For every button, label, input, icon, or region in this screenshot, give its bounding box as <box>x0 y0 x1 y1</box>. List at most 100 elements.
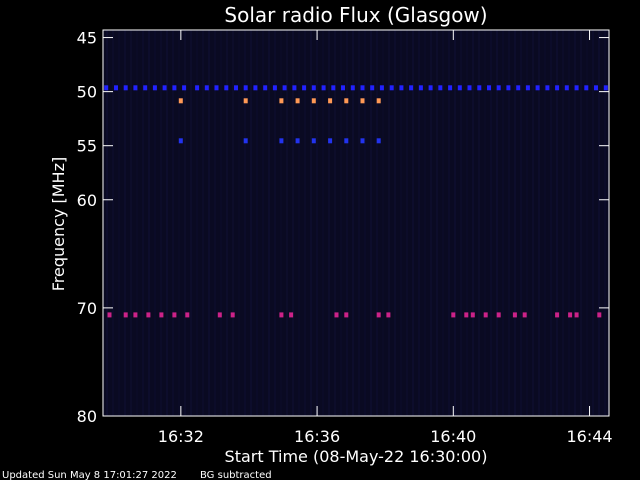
background-note: BG subtracted <box>200 470 272 480</box>
emission-mark <box>545 85 550 91</box>
emission-mark <box>574 85 579 91</box>
emission-mark <box>243 138 248 144</box>
emission-mark <box>512 312 517 318</box>
x-axis-label: Start Time (08-May-22 16:30:00) <box>225 447 488 466</box>
emission-mark <box>279 98 284 104</box>
emission-mark <box>331 85 336 91</box>
emission-mark <box>182 85 187 91</box>
emission-mark <box>321 85 326 91</box>
noise-streak <box>130 30 132 416</box>
noise-streak <box>160 30 162 416</box>
noise-streak <box>154 30 156 416</box>
emission-mark <box>564 85 569 91</box>
noise-streak <box>196 30 198 416</box>
emission-mark <box>360 85 365 91</box>
noise-streak <box>418 30 420 416</box>
emission-mark <box>525 85 530 91</box>
emission-mark <box>470 312 475 318</box>
emission-mark <box>107 312 112 318</box>
emission-mark <box>311 138 316 144</box>
emission-mark <box>376 312 381 318</box>
emission-mark <box>272 85 277 91</box>
noise-streak <box>250 30 252 416</box>
emission-mark <box>185 312 190 318</box>
noise-streak <box>448 30 450 416</box>
y-tick-label: 55 <box>77 137 97 156</box>
emission-mark <box>243 98 248 104</box>
emission-mark <box>376 98 381 104</box>
noise-streak <box>400 30 402 416</box>
noise-streak <box>406 30 408 416</box>
emission-mark <box>409 85 414 91</box>
emission-mark <box>344 98 349 104</box>
noise-streak <box>280 30 282 416</box>
y-axis-label: Frequency [MHz] <box>49 157 68 291</box>
emission-mark <box>555 85 560 91</box>
noise-streak <box>478 30 480 416</box>
noise-streak <box>256 30 258 416</box>
emission-mark <box>555 312 560 318</box>
noise-streak <box>442 30 444 416</box>
emission-mark <box>350 85 355 91</box>
emission-mark <box>152 85 157 91</box>
emission-mark <box>311 85 316 91</box>
noise-streak <box>538 30 540 416</box>
noise-streak <box>352 30 354 416</box>
emission-mark <box>162 85 167 91</box>
chart-title: Solar radio Flux (Glasgow) <box>224 3 487 27</box>
noise-streak <box>370 30 372 416</box>
noise-streak <box>598 30 600 416</box>
emission-mark <box>360 138 365 144</box>
plot-frame <box>102 29 610 417</box>
noise-streak <box>142 30 144 416</box>
x-tick-label: 16:32 <box>158 427 204 446</box>
emission-mark <box>376 138 381 144</box>
emission-mark <box>133 312 138 318</box>
noise-streak <box>550 30 552 416</box>
emission-mark <box>597 312 602 318</box>
emission-mark <box>224 85 229 91</box>
noise-streak <box>568 30 570 416</box>
noise-streak <box>592 30 594 416</box>
emission-mark <box>172 85 177 91</box>
noise-streak <box>574 30 576 416</box>
noise-streak <box>310 30 312 416</box>
noise-streak <box>148 30 150 416</box>
noise-streak <box>274 30 276 416</box>
emission-mark <box>389 85 394 91</box>
emission-mark <box>464 312 469 318</box>
emission-mark <box>360 98 365 104</box>
noise-streak <box>394 30 396 416</box>
noise-streak <box>466 30 468 416</box>
noise-streak <box>520 30 522 416</box>
noise-streak <box>172 30 174 416</box>
emission-mark <box>311 98 316 104</box>
noise-streak <box>532 30 534 416</box>
emission-mark <box>234 85 238 91</box>
emission-mark <box>282 85 287 91</box>
noise-streak <box>364 30 366 416</box>
emission-mark <box>133 85 138 91</box>
emission-mark <box>328 138 333 144</box>
emission-mark <box>178 138 183 144</box>
emission-mark <box>334 312 339 318</box>
noise-streak <box>232 30 234 416</box>
noise-streak <box>208 30 210 416</box>
noise-streak <box>136 30 138 416</box>
noise-streak <box>376 30 378 416</box>
emission-mark <box>292 85 297 91</box>
noise-streak <box>424 30 426 416</box>
noise-streak <box>556 30 558 416</box>
y-tick-label: 50 <box>77 83 97 102</box>
noise-streak <box>502 30 504 416</box>
noise-streak <box>562 30 564 416</box>
emission-mark <box>104 85 109 91</box>
noise-streak <box>220 30 222 416</box>
noise-streak <box>436 30 438 416</box>
noise-streak <box>106 30 108 416</box>
noise-streak <box>268 30 270 416</box>
emission-mark <box>594 85 598 91</box>
noise-streak <box>316 30 318 416</box>
emission-mark <box>341 85 345 91</box>
emission-mark <box>344 138 349 144</box>
